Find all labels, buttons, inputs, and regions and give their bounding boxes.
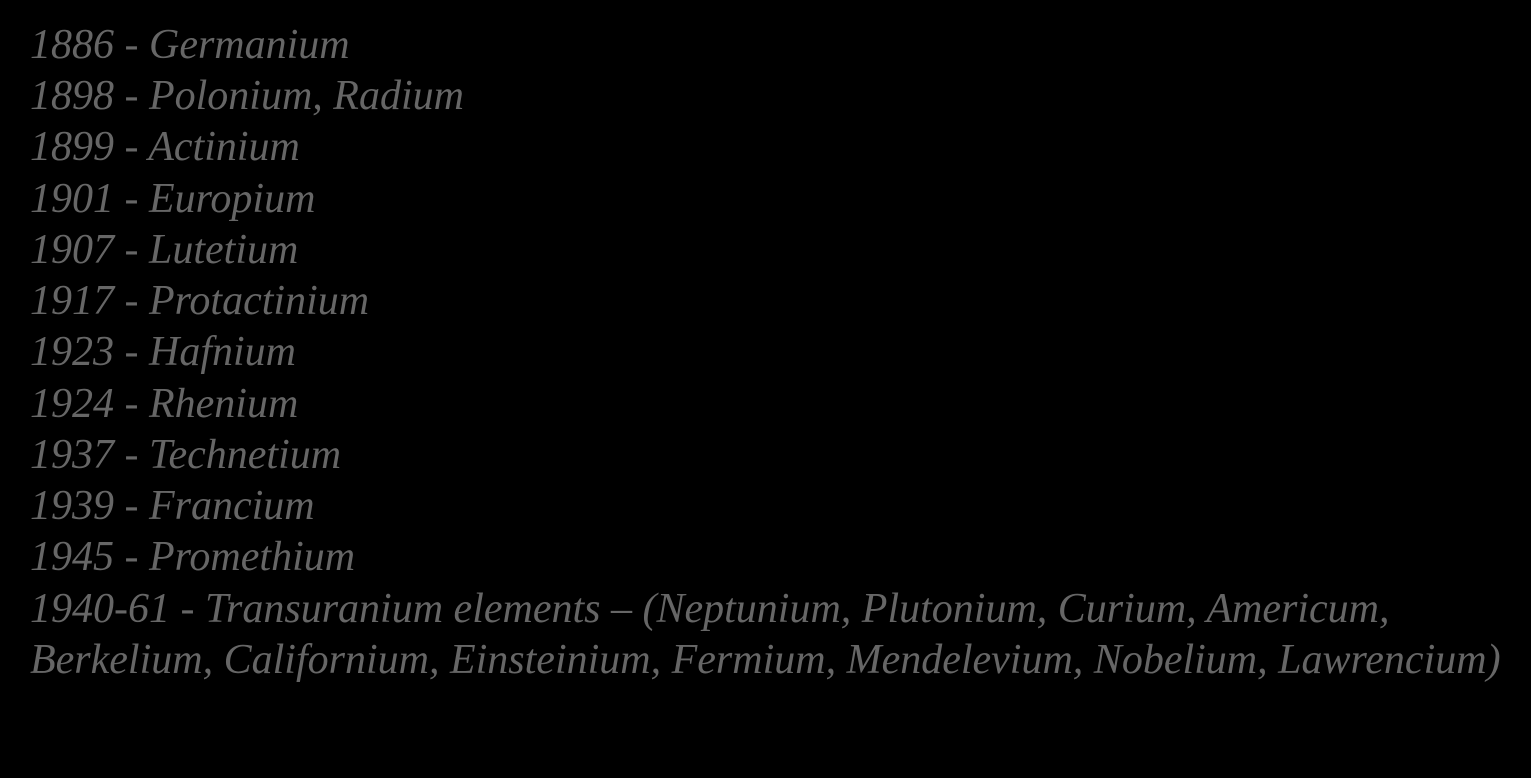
- list-item: 1940-61 - Transuranium elements – (Neptu…: [30, 584, 1501, 686]
- list-item: 1923 - Hafnium: [30, 327, 1501, 378]
- list-item: 1899 - Actinium: [30, 122, 1501, 173]
- list-item: 1945 - Promethium: [30, 532, 1501, 583]
- list-item: 1937 - Technetium: [30, 430, 1501, 481]
- list-item: 1924 - Rhenium: [30, 379, 1501, 430]
- list-item: 1939 - Francium: [30, 481, 1501, 532]
- list-item: 1907 - Lutetium: [30, 225, 1501, 276]
- list-item: 1886 - Germanium: [30, 20, 1501, 71]
- element-discovery-list: 1886 - Germanium 1898 - Polonium, Radium…: [30, 20, 1501, 686]
- list-item: 1898 - Polonium, Radium: [30, 71, 1501, 122]
- list-item: 1901 - Europium: [30, 174, 1501, 225]
- list-item: 1917 - Protactinium: [30, 276, 1501, 327]
